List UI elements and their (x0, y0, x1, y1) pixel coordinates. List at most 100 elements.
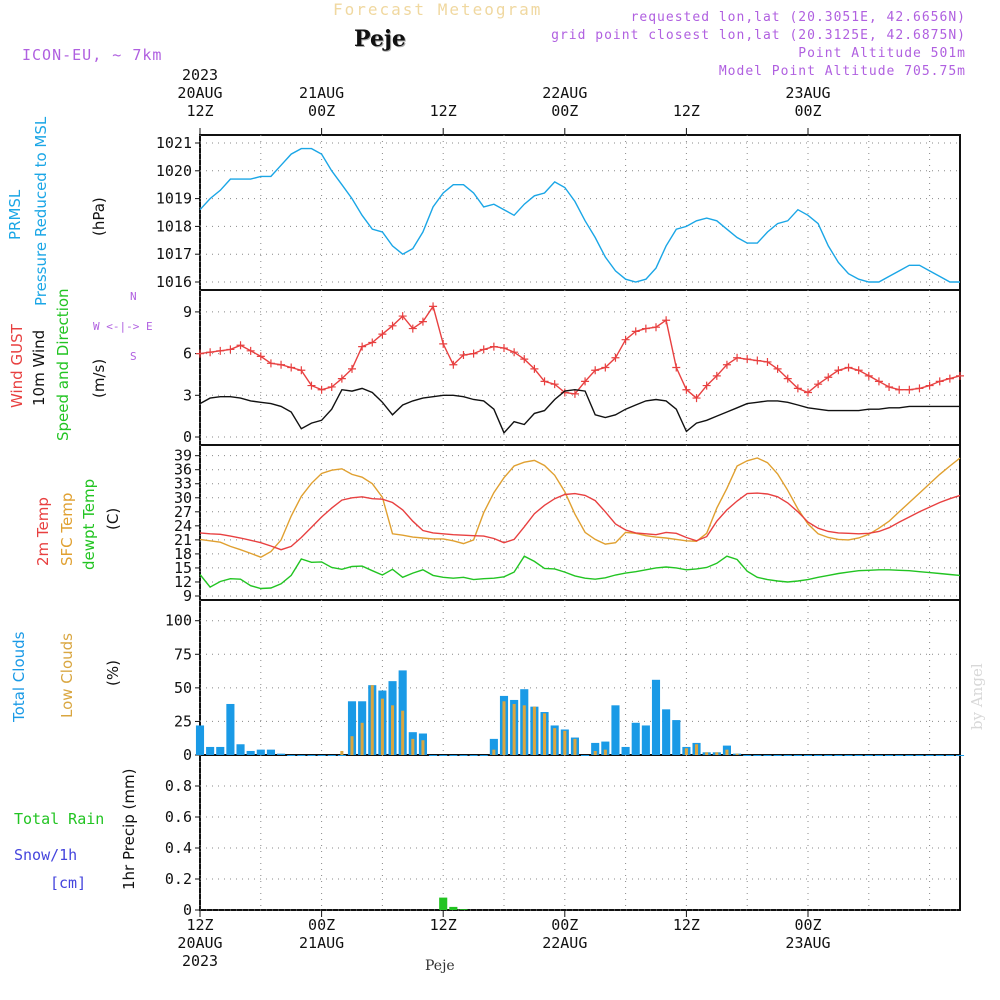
total-cloud-bar (611, 705, 620, 755)
compass-n: N (130, 290, 137, 303)
gust-marker (581, 377, 590, 386)
x-tick-label-top: 22AUG (542, 84, 587, 102)
x-tick-label-top: 12Z (430, 102, 457, 120)
x-tick-label-top: 12Z (673, 102, 700, 120)
gust-marker (601, 363, 610, 372)
total-cloud-bar (226, 703, 235, 755)
low-cloud-bar (695, 744, 699, 755)
y-tick-label: 50 (174, 679, 192, 697)
total-cloud-bar (206, 746, 215, 755)
x-tick-label-bottom: 12Z (186, 916, 213, 934)
x-tick-label-top: 21AUG (299, 84, 344, 102)
y-tick-label: 33 (174, 475, 192, 493)
x-tick-label-bottom: 20AUG (177, 934, 222, 952)
y-tick-label: 39 (174, 447, 192, 465)
gust-marker (398, 312, 407, 321)
total-cloud-bar (945, 755, 954, 756)
total-cloud-bar (236, 744, 245, 755)
total-cloud-bar (307, 755, 316, 756)
gust-marker (824, 373, 833, 382)
pressure-line (199, 147, 960, 283)
p3-label-2m: 2m Temp (34, 497, 52, 566)
y-tick-label: 3 (183, 386, 192, 404)
gust-marker (489, 342, 498, 351)
gust-marker (814, 380, 823, 389)
total-cloud-bar (277, 753, 286, 755)
total-cloud-bar (459, 755, 468, 756)
low-cloud-bar (563, 730, 567, 755)
temp-2m-line (199, 492, 961, 551)
low-cloud-bar (593, 750, 597, 755)
gust-marker (854, 366, 863, 375)
sfc-temp-line (199, 457, 961, 558)
gust-marker (510, 348, 519, 357)
y-tick-label: 9 (183, 587, 192, 605)
gust-marker (358, 342, 367, 351)
gust-marker (256, 352, 265, 361)
total-cloud-bar (743, 755, 752, 756)
gust-marker (429, 302, 438, 311)
x-tick-label-top: 00Z (308, 102, 335, 120)
total-cloud-bar (317, 755, 326, 756)
p1-label-prmsl: PRMSL (6, 189, 24, 240)
gust-marker (307, 381, 316, 390)
p3-label-unit: (C) (104, 507, 122, 530)
total-cloud-bar (297, 755, 306, 756)
gust-marker (520, 355, 529, 364)
gust-marker (905, 385, 914, 394)
total-cloud-bar (266, 749, 275, 755)
p4-label-total: Total Clouds (10, 631, 28, 722)
p4-label-unit: (%) (104, 660, 122, 686)
gust-marker (743, 355, 752, 364)
gust-marker (266, 359, 275, 368)
total-cloud-bar (641, 725, 650, 755)
dewpt-line (199, 555, 961, 590)
total-cloud-bar (885, 755, 894, 756)
watermark: by Angel (968, 663, 986, 730)
total-cloud-bar (347, 701, 357, 755)
gust-marker (682, 385, 691, 394)
gust-marker (652, 323, 660, 332)
gust-marker (915, 384, 924, 393)
total-cloud-bar (601, 741, 610, 755)
low-cloud-bar (492, 749, 496, 755)
total-cloud-bar (246, 750, 255, 755)
x-tick-label-bottom: 22AUG (542, 934, 587, 952)
low-cloud-bar (401, 710, 405, 755)
y-tick-label: 36 (174, 461, 192, 479)
p3-label-dewpt: dewpt Temp (80, 478, 98, 570)
y-tick-label: 1021 (156, 134, 192, 152)
low-cloud-bar (705, 752, 709, 755)
total-cloud-bar (773, 755, 782, 756)
footer-location: Peje (425, 958, 455, 974)
low-cloud-bar (603, 749, 607, 755)
y-tick-label: 0.2 (165, 870, 192, 888)
gust-marker (388, 321, 397, 330)
rain-bar (439, 897, 448, 910)
gust-marker (753, 356, 762, 365)
total-cloud-bar (915, 755, 924, 756)
total-cloud-bar (753, 755, 762, 756)
total-cloud-bar (489, 738, 498, 755)
gust-marker (935, 377, 944, 386)
x-tick-label-bottom: 00Z (794, 916, 821, 934)
gust-marker (550, 380, 559, 389)
x-tick-label-top: 12Z (186, 102, 213, 120)
gust-marker (591, 366, 600, 375)
gust-marker (722, 360, 731, 369)
gust-marker (662, 316, 671, 325)
gust-marker (216, 346, 225, 355)
rain-bar (459, 909, 468, 910)
total-cloud-bar (763, 755, 772, 756)
y-tick-label: 25 (174, 712, 192, 730)
total-cloud-bar (935, 755, 944, 756)
x-tick-label-top: 20AUG (177, 84, 222, 102)
gust-marker (459, 350, 468, 359)
low-cloud-bar (421, 740, 425, 755)
gust-marker (246, 346, 255, 355)
gust-line (199, 304, 961, 400)
gust-marker (418, 317, 427, 326)
gust-marker (885, 382, 894, 391)
panel-frame-4 (199, 599, 961, 756)
p2-label-speed: Speed and Direction (54, 288, 72, 441)
